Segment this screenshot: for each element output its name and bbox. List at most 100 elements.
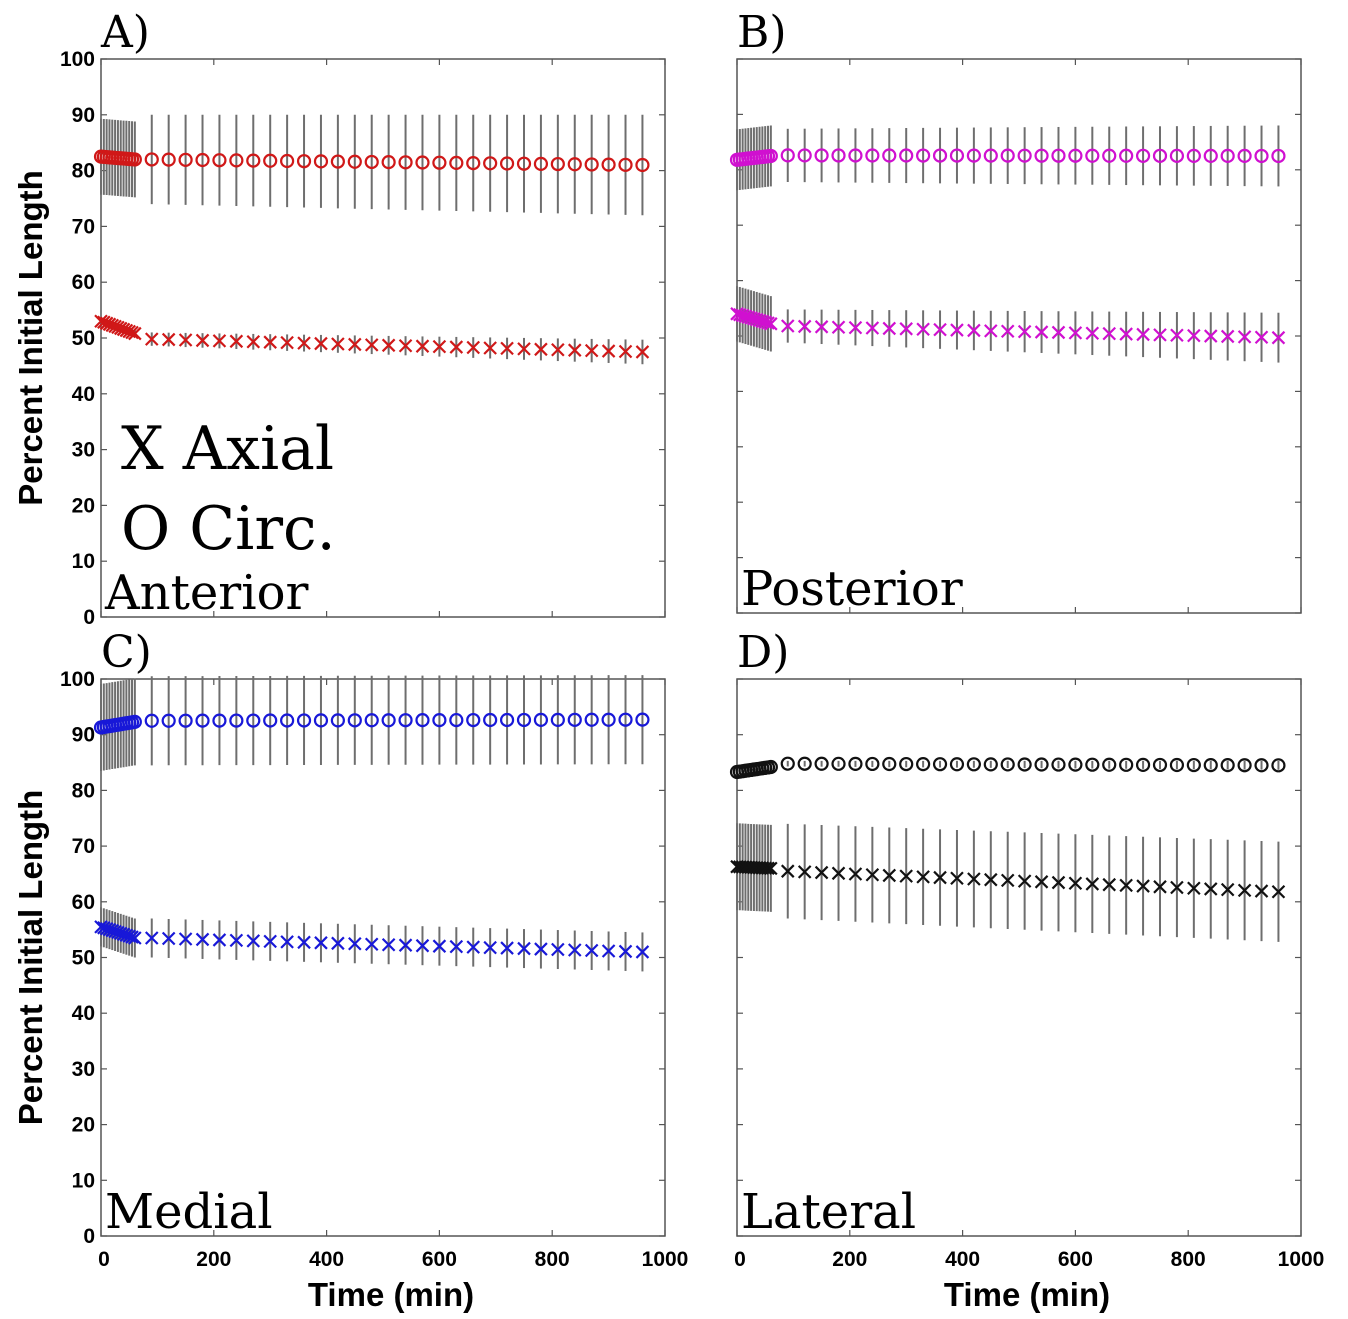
data-point-circle [229, 153, 244, 168]
y-tick-label: 100 [60, 668, 95, 691]
data-point-circle [949, 148, 965, 163]
data-point-circle [466, 155, 481, 171]
data-point-circle [1119, 757, 1134, 772]
data-point-circle [1186, 148, 1201, 163]
data-point-circle [1085, 757, 1100, 772]
data-point-x [246, 934, 261, 948]
data-point-circle [347, 713, 362, 728]
data-point-x [1187, 881, 1201, 895]
data-point-x [125, 930, 139, 944]
data-point-x [567, 943, 582, 957]
data-point-circle [584, 157, 599, 172]
data-point-x [1254, 884, 1269, 898]
data-point-x [831, 866, 846, 881]
data-point-circle [899, 148, 914, 163]
data-point-circle [1017, 148, 1032, 163]
data-point-circle [330, 713, 345, 728]
data-point-circle [618, 712, 633, 727]
panel-letter: C) [101, 627, 152, 678]
x-tick-label: 800 [535, 1248, 570, 1271]
y-tick-label: 70 [72, 835, 95, 858]
y-tick-label: 60 [72, 271, 95, 294]
y-axis-label: Percent Initial Length [12, 170, 49, 506]
data-point-x [761, 861, 775, 876]
data-point-circle [932, 757, 948, 772]
data-point-x [764, 317, 778, 331]
data-point-circle [246, 153, 261, 168]
data-point-x [144, 931, 159, 945]
x-tick-label: 1000 [642, 1248, 689, 1271]
x-tick-label: 200 [196, 1248, 231, 1271]
data-point-circle [814, 756, 829, 771]
data-point-circle [499, 712, 515, 728]
series-circ [729, 756, 1286, 780]
data-point-x [449, 939, 464, 954]
data-point-circle [831, 756, 846, 771]
data-point-circle [584, 712, 599, 727]
data-point-circle [398, 155, 413, 170]
data-point-x [364, 338, 379, 352]
data-point-x [432, 939, 447, 953]
data-point-x [195, 932, 210, 947]
data-point-x [1085, 877, 1100, 891]
data-point-circle [916, 148, 931, 163]
data-point-circle [280, 153, 295, 169]
data-point-circle [432, 155, 447, 170]
data-point-x [1051, 875, 1066, 890]
y-tick-label: 30 [72, 1058, 95, 1081]
data-point-circle [1017, 757, 1032, 772]
data-point-x [144, 332, 159, 346]
y-tick-label: 10 [72, 1169, 95, 1192]
y-tick-label: 50 [72, 327, 95, 350]
series-circ [729, 125, 1286, 191]
data-point-circle [1169, 757, 1185, 773]
series-axial [730, 286, 1286, 363]
data-point-x [212, 933, 227, 947]
y-tick-label: 20 [72, 494, 95, 517]
data-point-x [1153, 328, 1167, 342]
data-point-x [1203, 329, 1218, 343]
data-point-x [348, 936, 362, 951]
data-point-x [1203, 882, 1218, 896]
data-point-x [398, 938, 413, 952]
data-point-x [780, 864, 795, 878]
data-point-circle [313, 154, 329, 169]
data-point-x [780, 319, 795, 333]
data-point-circle [635, 157, 650, 173]
data-point-x [381, 338, 396, 353]
data-point-circle [516, 712, 532, 728]
data-point-x [933, 322, 947, 337]
x-axis-label: Time (min) [308, 1276, 474, 1313]
data-point-x [933, 870, 947, 885]
data-point-circle [550, 156, 565, 172]
data-point-x [567, 343, 582, 357]
data-point-x [229, 933, 244, 948]
data-point-x [950, 323, 964, 337]
data-point-circle [550, 712, 565, 727]
data-point-x [348, 337, 362, 352]
data-point-circle [263, 153, 278, 168]
data-point-x [618, 344, 633, 359]
data-point-x [865, 867, 880, 882]
data-point-circle [1220, 758, 1235, 773]
data-point-circle [381, 155, 396, 170]
y-tick-label: 100 [60, 48, 95, 71]
data-point-x [1153, 880, 1167, 894]
panel-d: 0 200 400 600 800 1000 Time (min) D) Lateral [729, 627, 1324, 1313]
data-point-circle [1220, 148, 1235, 163]
data-point-x [1051, 325, 1066, 340]
data-point-x [280, 335, 294, 350]
data-point-x [967, 872, 981, 886]
data-point-circle [449, 712, 464, 728]
x-tick-label: 800 [1171, 1248, 1206, 1271]
data-point-circle [347, 154, 362, 169]
data-point-circle [797, 756, 812, 771]
panel-letter: B) [737, 7, 787, 58]
x-tick-label: 600 [1058, 1248, 1093, 1271]
data-point-x [1220, 882, 1235, 897]
data-point-x [551, 342, 565, 357]
legend-entry: O Circ. [121, 494, 336, 564]
data-point-x [483, 940, 497, 955]
data-point-x [882, 321, 897, 336]
